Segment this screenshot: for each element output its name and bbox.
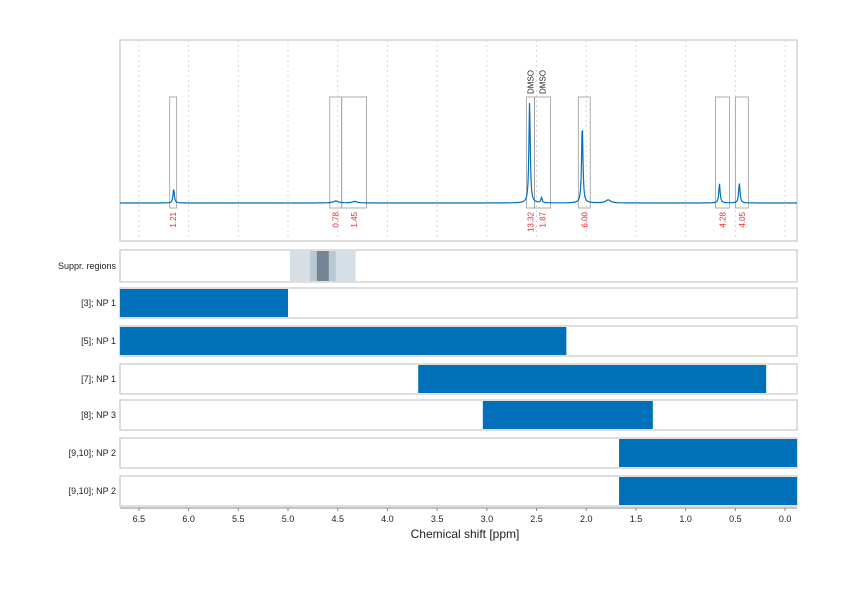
range-bar	[619, 439, 797, 467]
integration-label: 1.87	[539, 211, 548, 227]
tick-label: 6.0	[182, 514, 195, 524]
tick-label: 0.0	[779, 514, 792, 524]
x-axis-label: Chemical shift [ppm]	[411, 527, 520, 541]
integration-label: 13.32	[527, 211, 536, 232]
row-label: [7]; NP 1	[81, 374, 116, 384]
range-rows: Suppr. regions [3]; NP 1 [5]; NP 1 [7]; NP …	[58, 249, 798, 507]
suppressed-regions-row	[119, 249, 798, 283]
tick-label: 2.0	[580, 514, 593, 524]
x-axis: 6.5 6.0 5.5 5.0 4.5 4.0 3.5 3.0 2.5 2.0 1.5 1.0 0.5 0…	[120, 507, 797, 524]
tick-label: 5.0	[282, 514, 295, 524]
tick-label: 5.5	[232, 514, 245, 524]
row-label: [8]; NP 3	[81, 410, 116, 420]
tick-label: 1.0	[679, 514, 692, 524]
integration-label: 6.00	[580, 211, 589, 227]
integration-label: 1.45	[350, 211, 359, 227]
spectrum-panel: 1.21 0.78 1.45 13.32 DMSO 1.87 DMSO 6.00 4.28 4.0…	[119, 39, 798, 242]
solvent-annotation: DMSO	[539, 70, 548, 94]
tick-label: 4.5	[331, 514, 344, 524]
range-bar	[482, 401, 653, 429]
range-bar	[120, 327, 567, 355]
tick-label: 3.5	[431, 514, 444, 524]
spectrum-frame	[119, 39, 798, 242]
range-bar	[418, 365, 767, 393]
integration-label: 0.78	[332, 211, 341, 227]
integration-label: 1.21	[169, 211, 178, 227]
row-label: [5]; NP 1	[81, 336, 116, 346]
integration-box	[715, 96, 730, 209]
range-bar	[619, 477, 797, 505]
solvent-annotation: DMSO	[527, 70, 536, 94]
row-label: [9,10]; NP 2	[69, 486, 116, 496]
row-label: [3]; NP 1	[81, 298, 116, 308]
tick-label: 3.0	[481, 514, 494, 524]
integration-box	[169, 96, 178, 209]
integration-box	[734, 96, 749, 209]
row-label: Suppr. regions	[58, 261, 117, 271]
tick-label: 4.0	[381, 514, 394, 524]
tick-label: 2.5	[530, 514, 543, 524]
integration-box	[534, 96, 551, 209]
integration-label: 4.05	[738, 211, 747, 227]
spectrum-line	[120, 102, 797, 204]
tick-label: 0.5	[729, 514, 742, 524]
range-row	[119, 399, 798, 431]
integration-label: 4.28	[718, 211, 727, 227]
suppressed-band	[316, 251, 329, 281]
integration-box	[341, 96, 367, 209]
range-bar	[120, 289, 289, 317]
integration-box	[577, 96, 591, 209]
tick-label: 1.5	[630, 514, 643, 524]
tick-label: 6.5	[133, 514, 146, 524]
row-label: [9,10]; NP 2	[69, 448, 116, 458]
